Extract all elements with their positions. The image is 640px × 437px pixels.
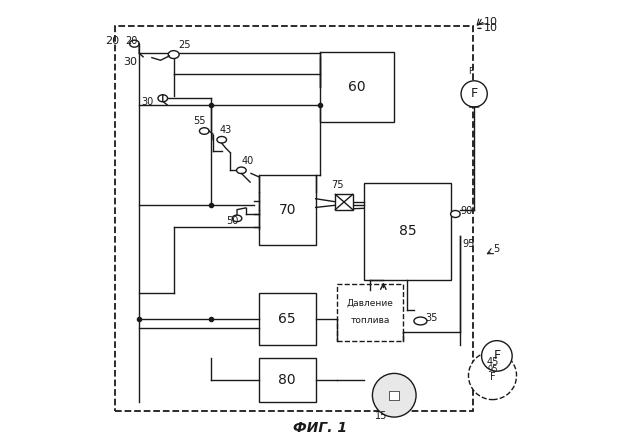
FancyBboxPatch shape: [389, 391, 399, 399]
FancyBboxPatch shape: [364, 184, 451, 280]
Text: 20: 20: [125, 36, 138, 46]
Ellipse shape: [168, 51, 179, 59]
Text: 65: 65: [278, 312, 296, 326]
Text: 55: 55: [193, 117, 206, 126]
Text: топлива: топлива: [351, 316, 390, 326]
Text: 60: 60: [348, 80, 366, 94]
Text: 85: 85: [399, 225, 416, 239]
Text: 20: 20: [105, 36, 119, 46]
Text: Давление: Давление: [347, 299, 394, 308]
Text: 35: 35: [426, 313, 438, 323]
Text: F: F: [468, 67, 474, 76]
Text: 30: 30: [141, 97, 153, 107]
Text: 5: 5: [493, 244, 500, 254]
Ellipse shape: [232, 215, 242, 222]
Circle shape: [481, 341, 512, 371]
Ellipse shape: [451, 211, 460, 218]
Ellipse shape: [158, 95, 168, 102]
Text: 40: 40: [241, 156, 253, 166]
Text: 15: 15: [375, 411, 387, 421]
Circle shape: [461, 81, 487, 107]
Text: F: F: [470, 87, 477, 101]
FancyBboxPatch shape: [320, 52, 394, 122]
Text: 50: 50: [226, 215, 239, 225]
Ellipse shape: [372, 373, 416, 417]
Text: 75: 75: [331, 180, 344, 190]
Text: 80: 80: [278, 373, 296, 387]
Ellipse shape: [200, 128, 209, 134]
Text: 90: 90: [461, 206, 473, 216]
FancyBboxPatch shape: [259, 175, 316, 245]
Text: 43: 43: [220, 125, 232, 135]
Text: F: F: [490, 372, 495, 382]
FancyBboxPatch shape: [259, 358, 316, 402]
Ellipse shape: [129, 40, 139, 47]
Text: F: F: [493, 350, 500, 362]
Ellipse shape: [217, 136, 227, 143]
Circle shape: [468, 352, 516, 399]
Text: 10: 10: [484, 17, 498, 28]
Text: 95: 95: [462, 239, 474, 249]
FancyBboxPatch shape: [337, 284, 403, 341]
Text: 25: 25: [178, 40, 191, 50]
Text: 95: 95: [487, 365, 498, 374]
Text: ФИГ. 1: ФИГ. 1: [293, 421, 347, 435]
Text: 10: 10: [484, 24, 498, 33]
FancyBboxPatch shape: [259, 293, 316, 345]
Ellipse shape: [237, 167, 246, 173]
Text: 30: 30: [124, 57, 138, 66]
Text: 70: 70: [278, 203, 296, 217]
FancyBboxPatch shape: [335, 194, 353, 210]
Ellipse shape: [414, 317, 427, 325]
Text: 45: 45: [486, 357, 499, 367]
